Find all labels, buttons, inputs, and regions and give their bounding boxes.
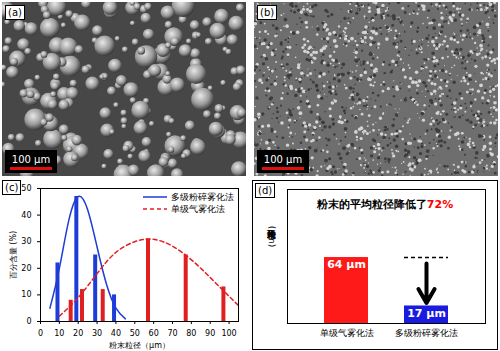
svg-text:64 μm: 64 μm: [327, 258, 366, 271]
svg-text:30: 30: [21, 237, 31, 246]
svg-text:17 μm: 17 μm: [407, 307, 446, 320]
svg-text:单级气雾化法: 单级气雾化法: [320, 328, 374, 338]
svg-text:40: 40: [21, 211, 31, 220]
svg-text:90: 90: [205, 329, 215, 338]
svg-text:70: 70: [167, 329, 177, 338]
svg-text:百分含量 (%): 百分含量 (%): [9, 231, 18, 279]
html-text:(a): (a): [8, 7, 22, 18]
svg-text:10: 10: [21, 290, 31, 299]
svg-text:60: 60: [149, 329, 159, 338]
svg-text:50: 50: [130, 329, 140, 338]
svg-text:10: 10: [54, 329, 64, 338]
svg-text:多级粉碎雾化法: 多级粉碎雾化法: [395, 328, 458, 338]
svg-text:20: 20: [73, 329, 83, 338]
html-text:(d): (d): [258, 185, 273, 196]
svg-text:0: 0: [26, 317, 31, 326]
html-text:(c): (c): [5, 182, 19, 193]
svg-text:0: 0: [38, 329, 43, 338]
svg-text:100: 100: [221, 329, 236, 338]
svg-text:50: 50: [21, 184, 31, 193]
html-text:粉末的平均粒径降低了72%: 粉末的平均粒径降低了72%: [316, 198, 454, 211]
svg-text:20: 20: [21, 264, 31, 273]
html-text:(b): (b): [260, 7, 275, 18]
html-text:多级粉碎雾化法: 多级粉碎雾化法: [171, 192, 234, 202]
svg-text:100 μm: 100 μm: [12, 154, 50, 165]
svg-text:40: 40: [111, 329, 121, 338]
svg-text:80: 80: [186, 329, 196, 338]
svg-text:30: 30: [92, 329, 102, 338]
html-text:单级气雾化法: 单级气雾化法: [171, 204, 225, 214]
svg-text:粉末粒径（μm）: 粉末粒径（μm）: [109, 341, 170, 350]
svg-text:100 μm: 100 μm: [264, 154, 302, 165]
html-text:粉末平均粒径 (μm): 粉末平均粒径 (μm): [267, 223, 277, 248]
